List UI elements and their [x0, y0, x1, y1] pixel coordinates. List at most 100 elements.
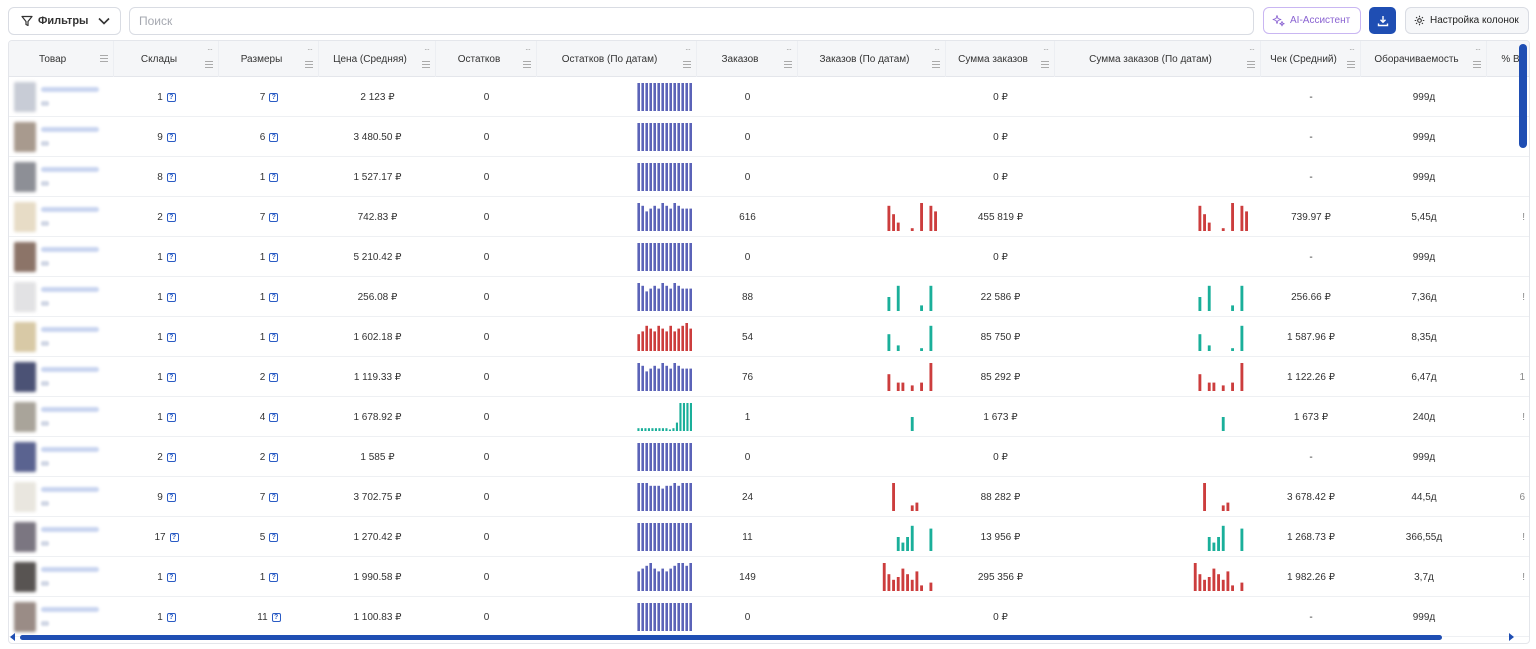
table-row[interactable]: 2? 7? 742.83 ₽0 616 455 819 ₽739.97 ₽5,45д! — [9, 197, 1529, 237]
scroll-left-icon[interactable] — [10, 633, 15, 641]
column-menu-icon[interactable] — [683, 61, 691, 68]
product-cell[interactable] — [9, 317, 114, 357]
product-cell[interactable] — [9, 157, 114, 197]
product-cell[interactable] — [9, 357, 114, 397]
details-icon[interactable]: ? — [166, 332, 176, 342]
product-cell[interactable] — [9, 477, 114, 517]
table-row[interactable]: 1? 1? 1 990.58 ₽0 149 295 356 ₽1 982.26 ₽3,7… — [9, 557, 1529, 597]
column-options-icon[interactable]: ··· — [525, 45, 531, 54]
product-name-blurred[interactable] — [41, 527, 99, 532]
details-icon[interactable]: ? — [269, 572, 279, 582]
details-icon[interactable]: ? — [269, 292, 279, 302]
header-col-check[interactable]: Чек (Средний) ··· — [1261, 41, 1361, 77]
product-thumbnail[interactable] — [14, 162, 36, 192]
details-icon[interactable]: ? — [269, 532, 279, 542]
product-name-blurred[interactable] — [41, 207, 99, 212]
details-icon[interactable]: ? — [166, 372, 176, 382]
details-icon[interactable]: ? — [166, 212, 176, 222]
header-col-stock[interactable]: Остатков ··· — [436, 41, 537, 77]
column-options-icon[interactable]: ··· — [1475, 45, 1481, 54]
column-options-icon[interactable]: ··· — [207, 45, 213, 54]
column-menu-icon[interactable] — [422, 61, 430, 68]
column-options-icon[interactable]: ··· — [424, 45, 430, 54]
product-thumbnail[interactable] — [14, 482, 36, 512]
header-col-product[interactable]: Товар — [9, 41, 114, 77]
header-col-orders-sum[interactable]: Сумма заказов ··· — [946, 41, 1055, 77]
product-name-blurred[interactable] — [41, 487, 99, 492]
ai-assistant-button[interactable]: AI-Ассистент — [1263, 7, 1361, 34]
product-thumbnail[interactable] — [14, 202, 36, 232]
product-cell[interactable] — [9, 277, 114, 317]
column-menu-icon[interactable] — [784, 61, 792, 68]
product-name-blurred[interactable] — [41, 287, 99, 292]
product-name-blurred[interactable] — [41, 247, 99, 252]
details-icon[interactable]: ? — [166, 172, 176, 182]
column-menu-icon[interactable] — [1247, 61, 1255, 68]
details-icon[interactable]: ? — [166, 252, 176, 262]
product-name-blurred[interactable] — [41, 127, 99, 132]
header-col-turnover[interactable]: Оборачиваемость ··· — [1361, 41, 1487, 77]
product-thumbnail[interactable] — [14, 442, 36, 472]
product-name-blurred[interactable] — [41, 167, 99, 172]
product-thumbnail[interactable] — [14, 362, 36, 392]
header-col-orders[interactable]: Заказов ··· — [697, 41, 798, 77]
table-row[interactable]: 1? 11? 1 100.83 ₽0 0 0 ₽ -999д — [9, 597, 1529, 637]
column-menu-icon[interactable] — [1473, 61, 1481, 68]
details-icon[interactable]: ? — [166, 412, 176, 422]
product-name-blurred[interactable] — [41, 87, 99, 92]
column-menu-icon[interactable] — [100, 55, 108, 62]
table-row[interactable]: 17? 5? 1 270.42 ₽0 11 13 956 ₽1 268.73 ₽366,… — [9, 517, 1529, 557]
product-cell[interactable] — [9, 597, 114, 637]
details-icon[interactable]: ? — [269, 332, 279, 342]
column-options-icon[interactable]: ··· — [1349, 45, 1355, 54]
horizontal-scrollbar[interactable] — [20, 635, 1442, 640]
product-cell[interactable] — [9, 437, 114, 477]
column-menu-icon[interactable] — [1347, 61, 1355, 68]
details-icon[interactable]: ? — [269, 492, 279, 502]
product-thumbnail[interactable] — [14, 82, 36, 112]
product-cell[interactable] — [9, 517, 114, 557]
header-col-stock-by-date[interactable]: Остатков (По датам) ··· — [537, 41, 697, 77]
column-options-icon[interactable]: ··· — [1249, 45, 1255, 54]
product-thumbnail[interactable] — [14, 122, 36, 152]
column-options-icon[interactable]: ··· — [934, 45, 940, 54]
product-name-blurred[interactable] — [41, 607, 99, 612]
vertical-scrollbar[interactable] — [1519, 44, 1527, 148]
table-row[interactable]: 1? 4? 1 678.92 ₽0 1 1 673 ₽1 673 ₽240д! — [9, 397, 1529, 437]
details-icon[interactable]: ? — [269, 412, 279, 422]
product-name-blurred[interactable] — [41, 367, 99, 372]
product-thumbnail[interactable] — [14, 562, 36, 592]
table-row[interactable]: 1? 7? 2 123 ₽0 0 0 ₽ -999д — [9, 77, 1529, 117]
details-icon[interactable]: ? — [269, 132, 279, 142]
details-icon[interactable]: ? — [269, 372, 279, 382]
details-icon[interactable]: ? — [269, 92, 279, 102]
details-icon[interactable]: ? — [271, 612, 281, 622]
product-name-blurred[interactable] — [41, 407, 99, 412]
details-icon[interactable]: ? — [166, 492, 176, 502]
table-row[interactable]: 9? 6? 3 480.50 ₽0 0 0 ₽ -999д — [9, 117, 1529, 157]
product-thumbnail[interactable] — [14, 402, 36, 432]
column-menu-icon[interactable] — [205, 61, 213, 68]
details-icon[interactable]: ? — [166, 92, 176, 102]
details-icon[interactable]: ? — [166, 572, 176, 582]
scroll-right-icon[interactable] — [1509, 633, 1514, 641]
details-icon[interactable]: ? — [269, 172, 279, 182]
details-icon[interactable]: ? — [166, 612, 176, 622]
product-thumbnail[interactable] — [14, 522, 36, 552]
header-col-orders-sum-by-date[interactable]: Сумма заказов (По датам) ··· — [1055, 41, 1261, 77]
download-button[interactable] — [1369, 7, 1396, 34]
product-thumbnail[interactable] — [14, 322, 36, 352]
product-cell[interactable] — [9, 237, 114, 277]
column-menu-icon[interactable] — [1041, 61, 1049, 68]
table-row[interactable]: 1? 1? 1 602.18 ₽0 54 85 750 ₽1 587.96 ₽8,35д — [9, 317, 1529, 357]
product-thumbnail[interactable] — [14, 242, 36, 272]
product-cell[interactable] — [9, 197, 114, 237]
details-icon[interactable]: ? — [169, 532, 179, 542]
filters-button[interactable]: Фильтры — [8, 7, 121, 35]
column-settings-button[interactable]: Настройка колонок — [1405, 7, 1529, 34]
product-name-blurred[interactable] — [41, 567, 99, 572]
header-col-price[interactable]: Цена (Средняя) ··· — [319, 41, 436, 77]
table-row[interactable]: 8? 1? 1 527.17 ₽0 0 0 ₽ -999д — [9, 157, 1529, 197]
details-icon[interactable]: ? — [166, 452, 176, 462]
product-thumbnail[interactable] — [14, 282, 36, 312]
